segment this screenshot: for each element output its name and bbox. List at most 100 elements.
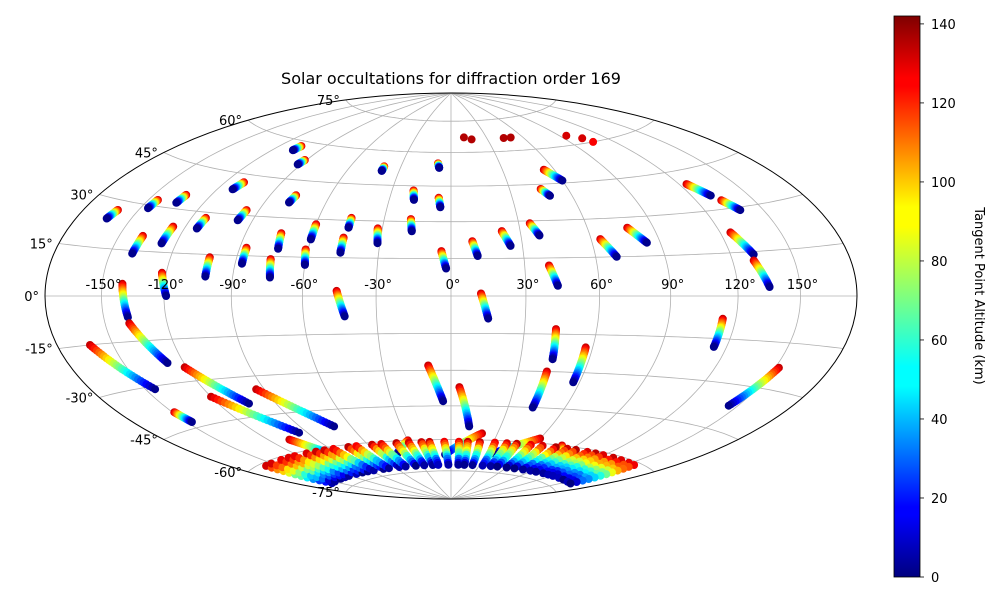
occultation-point [468,461,477,470]
lon-tick-label: 90° [661,278,684,293]
occultation-point [502,463,511,472]
occultation-point [228,185,237,194]
lat-tick-label: -60° [214,466,242,481]
parallel-line [99,369,803,398]
occultation-point [420,461,429,470]
occultation-point [288,146,297,155]
occultation-point [409,195,418,204]
occultation-point [459,133,468,142]
longitude-tick-labels: -150° -120° -90° -60° -30° 0° 30° 60° 90° 120° 150… [85,278,818,293]
occultation-point [528,403,537,412]
parallel-line [345,470,557,493]
occultation-point [465,422,474,431]
occultation-point [493,462,502,471]
occultation-point [377,166,386,175]
occultation-point [467,135,476,144]
lon-tick-label: -90° [219,278,247,293]
occultation-point [407,227,416,236]
occultation-point [144,204,152,213]
occultation-point [285,198,293,207]
occultation-point [385,464,393,473]
occultation-point [128,249,137,258]
occultation-point [486,462,495,471]
occultation-point [562,131,571,140]
colorbar-tick-label: 20 [931,492,948,507]
parallel-line [163,152,739,187]
occultation-point [612,252,621,261]
occultation-point [340,312,349,321]
occultation-point [519,465,527,474]
lon-tick-label: 120° [724,278,755,293]
occultation-point [546,191,554,200]
colorbar-label: Tangent Point Altitude (km) [971,206,986,384]
occultation-point [499,134,508,142]
data-points [86,131,783,488]
map-boundary [44,92,858,500]
occultation-point [478,461,487,470]
lat-tick-label: 75° [317,94,340,109]
occultation-point [510,464,519,473]
lat-tick-label: 45° [135,147,158,162]
occultation-point [151,385,160,394]
lon-tick-label: 150° [787,278,818,293]
occultation-point [295,428,304,437]
occultation-point [535,231,544,240]
occultation-point [435,163,444,172]
occultation-point [558,176,567,185]
occultation-point [373,239,382,248]
occultation-point [569,378,578,387]
lat-tick-label: 30° [70,189,93,204]
occultation-point [293,160,302,169]
occultation-point [163,359,172,367]
colorbar-tick-label: 0 [931,571,939,586]
occultation-point [344,223,353,232]
occultation-point [589,137,598,146]
occultation-point [123,313,132,322]
colorbar: 0 20 40 60 80 100 120 140 Tangent Point Altitud… [893,15,986,586]
occultation-point [336,248,345,257]
occultation-point [442,264,451,273]
colorbar-gradient [893,15,921,578]
colorbar-tick-label: 40 [931,413,948,428]
occultation-point [233,216,242,225]
occultation-point [401,462,410,471]
occultation-point [749,250,758,259]
occultation-point [724,401,733,410]
occultation-point [444,460,453,469]
occultation-point [473,252,482,260]
occultation-point [434,460,443,469]
occultation-point [300,260,309,269]
lat-tick-label: 15° [30,238,53,253]
occultation-point [553,281,562,290]
colorbar-ticks: 0 20 40 60 80 100 120 140 [920,18,956,586]
occultation-point [506,133,515,142]
lon-tick-label: 60° [590,278,613,293]
lat-tick-label: -15° [25,343,53,358]
colorbar-tick-label: 100 [931,176,956,191]
lon-tick-label: -120° [148,278,184,293]
colorbar-tick-label: 60 [931,334,948,349]
occultation-point [566,479,575,488]
occultation-point [506,241,515,250]
occultation-point [265,273,274,282]
occultation-point [642,238,651,247]
map-area: -150° -120° -90° -60° -30° 0° 30° 60° 90° 120° 150… [24,92,858,501]
occultation-point [706,191,715,200]
lon-tick-label: -150° [85,278,121,293]
occultation-point [436,203,445,212]
lon-tick-label: -30° [364,278,392,293]
occultation-point [162,292,171,300]
occultation-point [572,478,581,486]
lat-tick-label: -45° [130,434,158,449]
colorbar-tick-label: 120 [931,97,956,112]
occultation-point [411,461,420,470]
occultation-point [237,259,246,268]
occultation-point [102,214,111,223]
parallel-line [58,243,844,259]
parallel-line [58,333,844,349]
parallel-line [163,405,739,440]
occultation-point [532,467,540,476]
occultation-point [484,314,493,323]
occultation-point [584,475,593,483]
